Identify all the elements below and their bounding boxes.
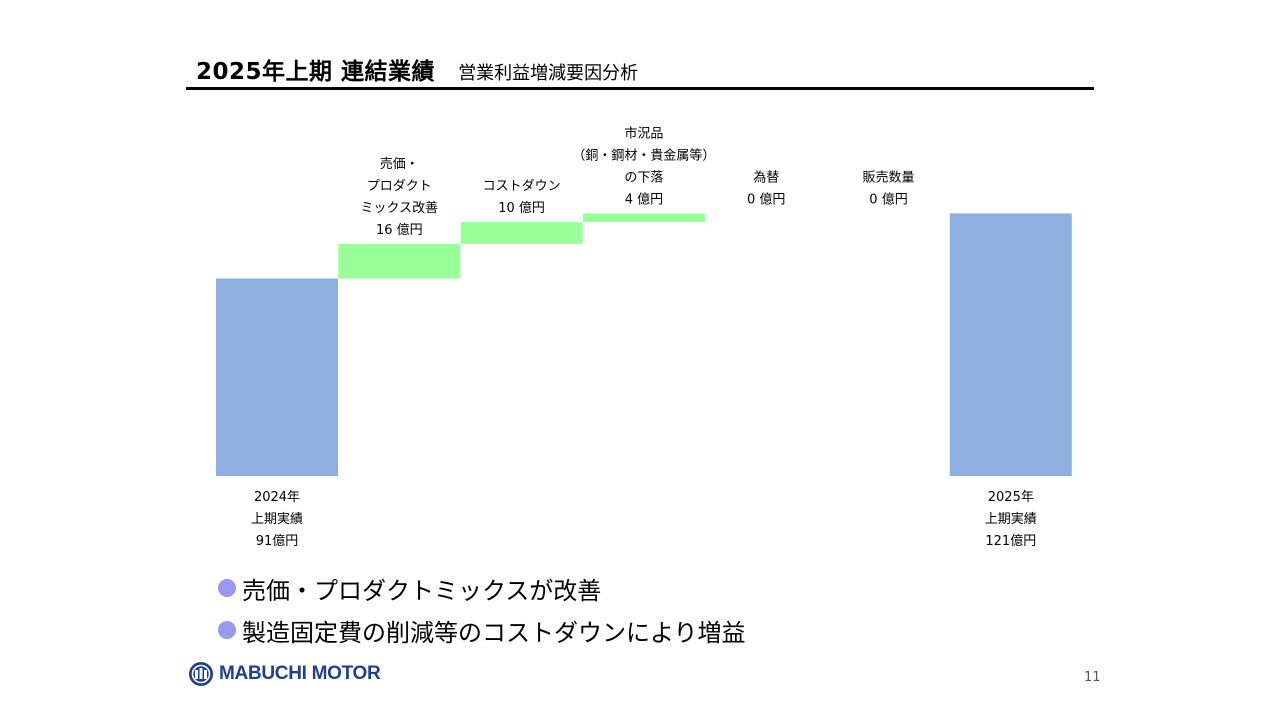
total-bar (216, 278, 338, 476)
bar-label: 2025年 (988, 490, 1034, 505)
bar-label: 91億円 (256, 533, 299, 549)
bullet-text: 売価・プロダクトミックスが改善 (242, 576, 602, 605)
bar-label: 0 億円 (747, 191, 785, 207)
bullet-dot-icon (218, 579, 236, 597)
bar-label: ミックス改善 (360, 200, 438, 216)
bar-label: 121億円 (985, 533, 1036, 549)
bar-label: プロダクト (367, 179, 432, 194)
bar-label: （銅・鋼材・貴金属等） (572, 147, 715, 163)
bullet-item: 売価・プロダクトミックスが改善 (218, 570, 746, 606)
total-bar (949, 213, 1072, 476)
bar-label: 上期実績 (251, 511, 303, 527)
bullet-dot-icon (218, 621, 236, 639)
mabuchi-logo-icon (189, 662, 213, 686)
bar-label: 為替 (753, 169, 779, 185)
bar-label: 上期実績 (985, 511, 1037, 527)
slide-title: 2025年上期 連結業績 営業利益増減要因分析 (196, 52, 638, 86)
increase-bar (338, 243, 461, 279)
bar-label: 16 億円 (376, 222, 423, 238)
page-subtitle: 営業利益増減要因分析 (458, 63, 639, 84)
logo-text: MABUCHI MOTOR (219, 663, 381, 684)
bar-label: 2024年 (254, 490, 300, 505)
bar-label: の下落 (624, 170, 663, 185)
page-number: 11 (1084, 670, 1101, 685)
company-logo: MABUCHI MOTOR (188, 661, 381, 687)
title-divider (186, 87, 1094, 90)
bar-label: 販売数量 (862, 169, 914, 185)
bar-label: 10 億円 (498, 200, 545, 216)
increase-bar (460, 222, 583, 244)
bullet-list: 売価・プロダクトミックスが改善 製造固定費の削減等のコストダウンにより増益 (218, 570, 746, 654)
increase-bar (582, 213, 705, 223)
bar-label: 0 億円 (869, 191, 907, 207)
bullet-text: 製造固定費の削減等のコストダウンにより増益 (242, 618, 746, 647)
page-title: 2025年上期 連結業績 (196, 59, 436, 85)
bar-label: 売価・ (380, 156, 419, 172)
bar-label: 4 億円 (625, 191, 663, 207)
bullet-item: 製造固定費の削減等のコストダウンにより増益 (218, 612, 746, 648)
bar-label: 市況品 (624, 125, 663, 141)
bar-label: コストダウン (483, 179, 561, 194)
